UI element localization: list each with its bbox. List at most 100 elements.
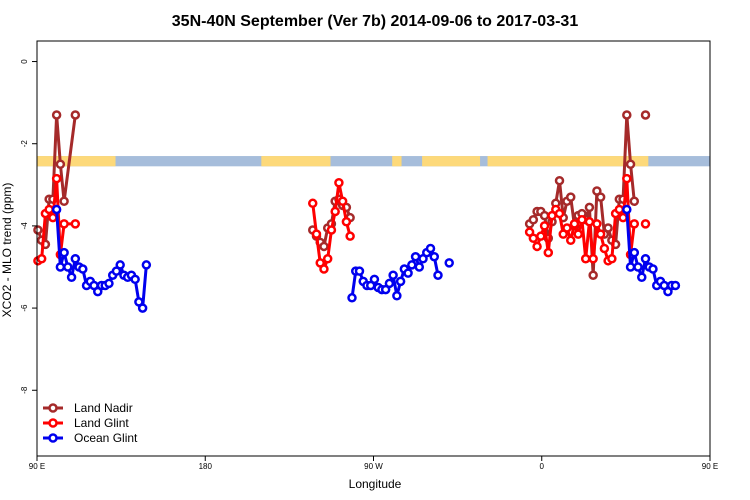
land-glint-point — [539, 221, 550, 231]
y-tick-label: -2 — [20, 140, 29, 148]
x-tick-label: 90 E — [29, 462, 45, 471]
land-glint-point — [588, 254, 598, 264]
land-glint-point — [622, 173, 632, 184]
land-glint-point — [48, 212, 58, 223]
land-band-segment-1 — [261, 156, 331, 167]
ocean-glint-point — [433, 270, 443, 280]
land-band-segment-4 — [487, 156, 649, 167]
ocean-glint-point — [59, 247, 69, 258]
ocean-glint-point — [410, 251, 421, 262]
land-nadir-point — [595, 192, 606, 202]
land-glint-point — [618, 212, 628, 223]
land-glint-point — [595, 229, 606, 239]
ocean-glint-point — [407, 260, 417, 270]
land-glint-point — [554, 208, 565, 219]
land-nadir-point — [51, 110, 62, 120]
ocean-glint-point — [63, 262, 73, 272]
x-tick-label: 180 — [199, 462, 213, 471]
legend-marker — [48, 433, 58, 443]
ocean-glint-point — [115, 260, 125, 270]
ocean-glint-point — [622, 204, 632, 215]
land-glint-point — [592, 219, 602, 229]
legend-marker — [48, 418, 58, 428]
land-glint-point — [629, 219, 640, 229]
ocean-glint-point — [414, 262, 425, 272]
ocean-glint-point — [633, 262, 643, 272]
series-group — [33, 110, 681, 313]
ocean-glint-point — [78, 264, 88, 274]
ocean-glint-point — [395, 276, 406, 287]
land-nadir-point — [319, 241, 329, 252]
ocean-glint-point — [392, 291, 402, 301]
y-axis: 0 -2 -4 -6 -8 — [20, 59, 37, 394]
land-glint-point — [311, 229, 322, 239]
series-ocean-glint — [51, 204, 681, 313]
y-tick-label: -8 — [20, 386, 29, 394]
land-glint-point — [307, 198, 318, 209]
series-land-glint — [33, 173, 651, 274]
land-nadir-point — [33, 225, 43, 235]
y-tick-label: -6 — [20, 304, 29, 312]
legend-item-ocean-glint: Ocean Glint — [43, 431, 138, 445]
ocean-glint-point — [384, 278, 395, 289]
x-axis: 90 E 180 90 W 0 90 E — [29, 456, 718, 471]
land-band-segment-0 — [37, 156, 116, 167]
land-glint-point — [599, 243, 610, 254]
land-glint-point — [330, 206, 340, 217]
land-nadir-point — [584, 202, 595, 213]
land-glint-point — [532, 241, 542, 252]
ocean-glint-point — [444, 258, 454, 268]
legend-label: Land Glint — [74, 416, 129, 430]
land-nadir-point — [565, 192, 576, 202]
land-nadir-point — [588, 270, 598, 280]
ocean-glint-point — [625, 262, 636, 272]
ocean-glint-point — [141, 260, 152, 270]
x-axis-label: Longitude — [349, 477, 402, 491]
land-glint-point — [51, 173, 62, 184]
land-glint-point — [536, 231, 546, 241]
land-nadir-point — [629, 196, 640, 206]
land-nadir-point — [603, 223, 613, 233]
legend-item-land-nadir: Land Nadir — [43, 401, 133, 415]
land-glint-point — [565, 235, 576, 246]
ocean-glint-point — [130, 274, 140, 285]
land-glint-point — [543, 247, 554, 258]
y-axis-label: XCO2 - MLO trend (ppm) — [0, 183, 14, 318]
land-glint-point — [341, 217, 352, 227]
land-nadir-point — [55, 159, 66, 170]
land-nadir-point — [539, 210, 550, 221]
land-nadir-point — [640, 110, 651, 120]
land-nadir-point — [70, 110, 81, 120]
ocean-glint-point — [670, 280, 681, 291]
land-glint-point — [326, 225, 337, 235]
y-tick-label: -4 — [20, 222, 29, 230]
x-tick-label: 0 — [540, 462, 545, 471]
land-glint-point — [607, 254, 617, 264]
land-glint-point — [569, 219, 580, 229]
land-glint-point — [640, 219, 651, 229]
land-glint-point — [44, 204, 54, 215]
land-ocean-band — [37, 156, 710, 167]
ocean-glint-point — [369, 274, 380, 285]
land-glint-point — [614, 204, 625, 215]
land-glint-point — [59, 219, 69, 229]
land-glint-point — [322, 254, 333, 264]
land-glint-point — [345, 231, 355, 241]
legend-item-land-glint: Land Glint — [43, 416, 129, 430]
ocean-glint-point — [425, 243, 436, 254]
land-glint-point — [577, 214, 587, 225]
ocean-glint-point — [640, 254, 651, 264]
land-glint-point — [319, 264, 329, 274]
ocean-glint-point — [429, 251, 440, 262]
y-tick-label: 0 — [20, 59, 29, 64]
ocean-glint-point — [629, 247, 640, 258]
x-tick-label: 90 E — [702, 462, 718, 471]
ocean-glint-point — [70, 254, 81, 264]
land-nadir-point — [622, 110, 632, 120]
ocean-glint-point — [403, 268, 413, 278]
ocean-band — [37, 156, 710, 167]
ocean-glint-point — [104, 278, 114, 289]
ocean-glint-point — [55, 262, 66, 272]
land-glint-point — [528, 233, 539, 243]
